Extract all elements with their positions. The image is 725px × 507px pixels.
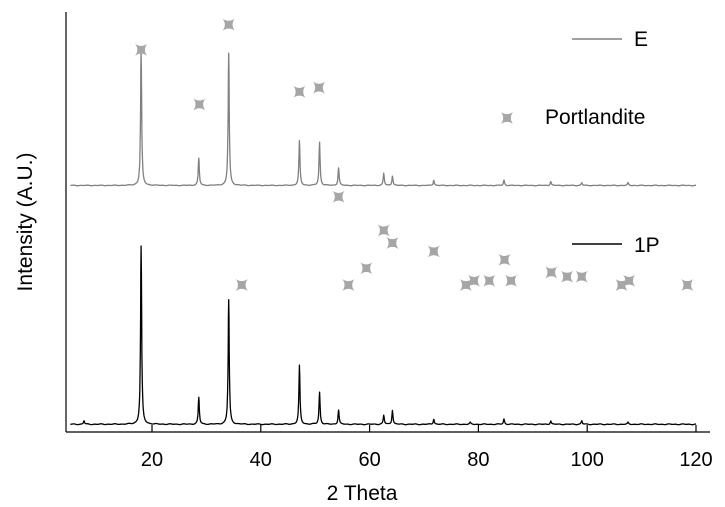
portlandite-marker bbox=[386, 237, 399, 249]
legend-item-1p: 1P bbox=[572, 234, 660, 257]
portlandite-marker bbox=[498, 253, 511, 266]
portlandite-marker bbox=[332, 190, 345, 203]
y-axis-label: Intensity (A.U.) bbox=[14, 153, 37, 292]
portlandite-marker bbox=[360, 262, 373, 275]
portlandite-marker bbox=[615, 279, 628, 291]
plot-frame bbox=[65, 12, 710, 433]
portlandite-marker bbox=[575, 270, 588, 283]
legend-item-portlandite: Portlandite bbox=[501, 106, 645, 129]
legend-marker-portlandite bbox=[501, 112, 513, 124]
portlandite-marker bbox=[561, 270, 574, 283]
legend: E Portlandite 1P bbox=[501, 28, 660, 257]
x-tick-label-120: 120 bbox=[679, 449, 712, 471]
portlandite-marker bbox=[468, 274, 481, 287]
portlandite-markers bbox=[135, 18, 694, 291]
portlandite-marker bbox=[483, 274, 496, 287]
x-ticks: 20 40 60 80 100 120 bbox=[141, 425, 713, 471]
portlandite-marker bbox=[505, 274, 518, 287]
traces bbox=[70, 49, 697, 426]
legend-item-e: E bbox=[572, 28, 648, 51]
portlandite-marker bbox=[623, 274, 636, 287]
star-icon bbox=[501, 112, 513, 124]
portlandite-marker bbox=[545, 266, 558, 279]
trace-e bbox=[70, 49, 697, 187]
portlandite-marker bbox=[427, 245, 440, 258]
x-tick-label-20: 20 bbox=[141, 449, 163, 471]
portlandite-marker bbox=[235, 279, 248, 291]
legend-label-portlandite: Portlandite bbox=[545, 106, 645, 129]
portlandite-marker bbox=[342, 279, 355, 291]
portlandite-marker bbox=[459, 279, 472, 291]
portlandite-marker bbox=[313, 81, 326, 94]
legend-label-1p: 1P bbox=[634, 234, 660, 257]
x-tick-label-60: 60 bbox=[358, 449, 380, 471]
x-tick-label-40: 40 bbox=[250, 449, 272, 471]
x-axis-label: 2 Theta bbox=[327, 482, 398, 505]
portlandite-marker bbox=[293, 85, 306, 98]
portlandite-marker bbox=[135, 43, 148, 56]
legend-label-e: E bbox=[634, 28, 648, 51]
trace-1p bbox=[70, 245, 697, 426]
portlandite-marker bbox=[193, 98, 206, 111]
portlandite-marker bbox=[681, 279, 694, 291]
x-tick-label-80: 80 bbox=[467, 449, 489, 471]
portlandite-marker bbox=[222, 18, 235, 31]
portlandite-marker bbox=[377, 224, 390, 237]
x-tick-label-100: 100 bbox=[571, 449, 604, 471]
